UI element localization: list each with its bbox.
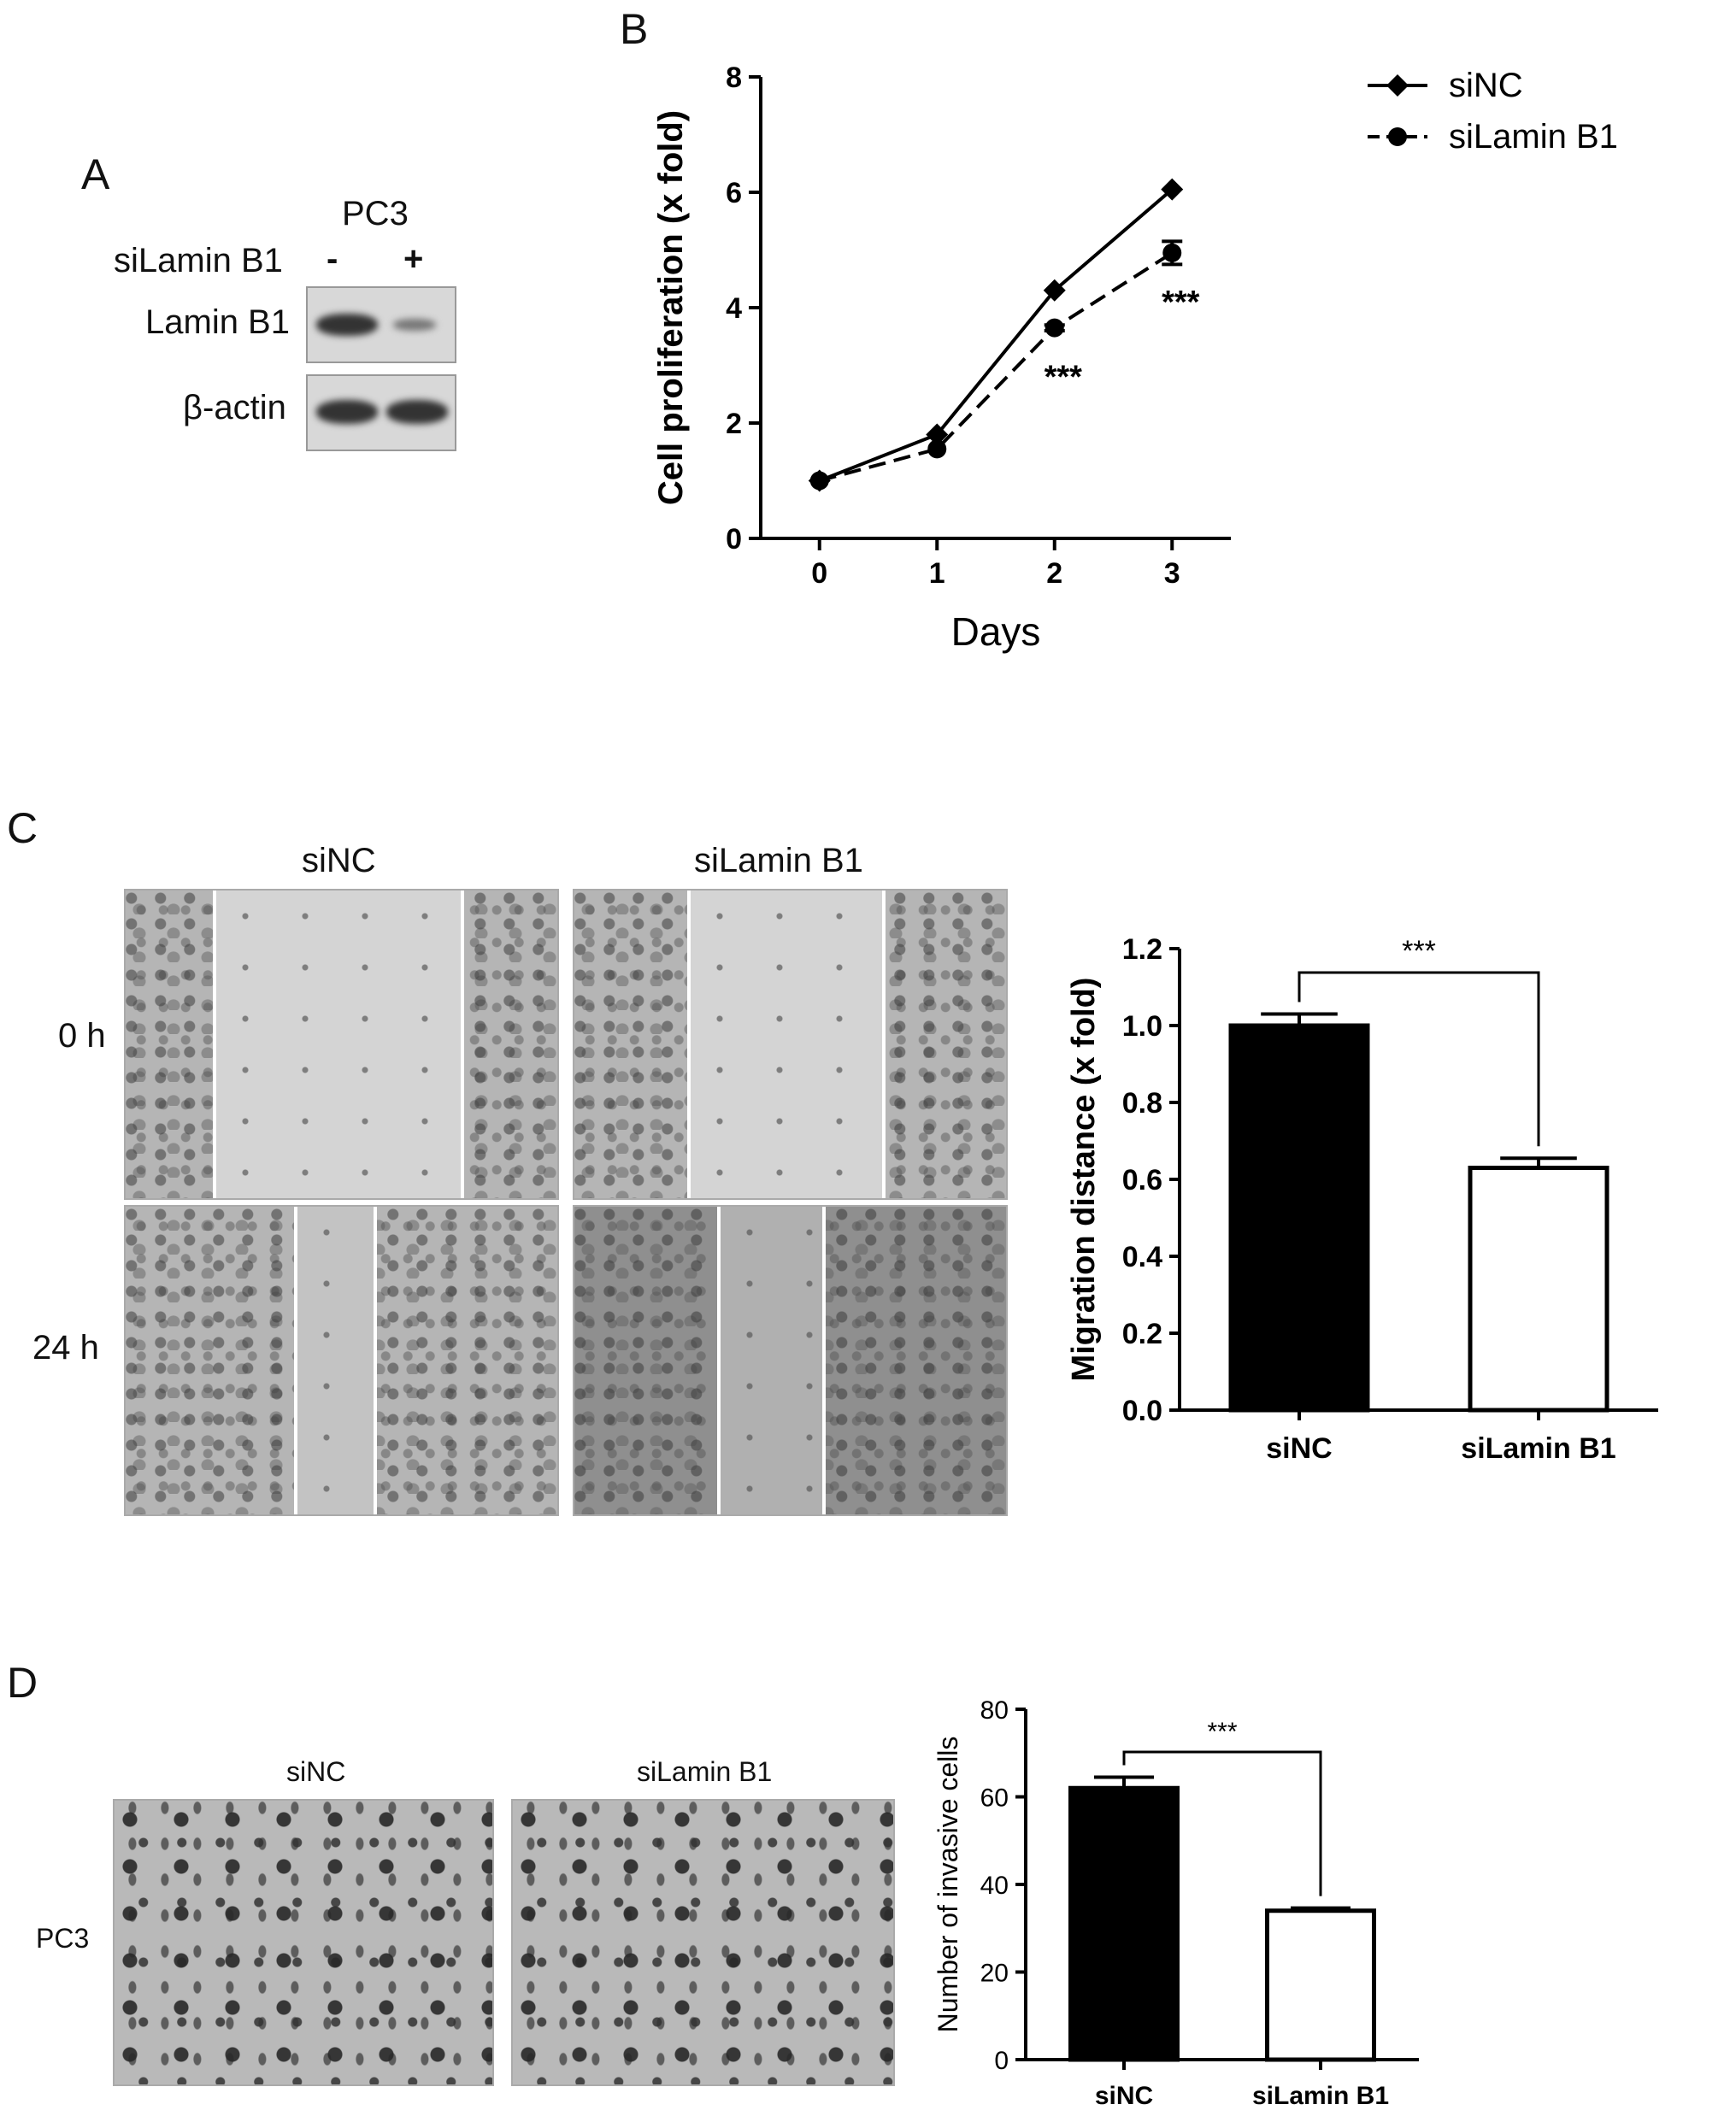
chart-c-svg: 0.0 0.2 0.4 0.6 0.8 1.0 1.2 Migration distance … bbox=[1066, 933, 1658, 1465]
series-line-sinc bbox=[819, 188, 1174, 483]
data-point-circle bbox=[1162, 243, 1182, 262]
wound-row-label-0h: 0 h bbox=[58, 1017, 106, 1055]
blot-minus-sign: - bbox=[327, 240, 338, 278]
blot-row-label-actin: β-actin bbox=[183, 389, 286, 426]
y-tick-label: 8 bbox=[726, 62, 742, 94]
bar-sinc bbox=[1068, 1785, 1180, 2062]
wound-image-silamin-0h bbox=[573, 889, 1008, 1200]
x-tick-label: siNC bbox=[1266, 1432, 1332, 1465]
blot-plus-sign: + bbox=[403, 240, 424, 278]
data-point-circle bbox=[1045, 318, 1064, 338]
significance-bracket bbox=[1122, 1750, 1322, 1896]
y-tick-label: 1.2 bbox=[1122, 933, 1162, 966]
significance-stars: *** bbox=[1207, 1718, 1237, 1746]
x-tick-label: 2 bbox=[1046, 557, 1062, 590]
x-tick-label: siLamin B1 bbox=[1252, 2082, 1389, 2110]
x-tick-label: 1 bbox=[929, 557, 945, 590]
wound-image-silamin-24h bbox=[573, 1205, 1008, 1516]
y-tick-label: 1.0 bbox=[1122, 1010, 1162, 1043]
blot-band bbox=[386, 400, 448, 424]
y-tick-label: 20 bbox=[980, 1959, 1009, 1987]
y-tick-label: 0.4 bbox=[1122, 1241, 1162, 1273]
y-tick-label: 0 bbox=[726, 523, 742, 556]
data-point-circle bbox=[809, 471, 829, 491]
x-tick-label: 0 bbox=[811, 557, 827, 590]
blot-band bbox=[316, 400, 378, 424]
data-point-diamond bbox=[1043, 279, 1066, 302]
legend-marker bbox=[1386, 74, 1409, 97]
y-axis-label: Number of invasive cells bbox=[933, 1737, 963, 2033]
blot-cell-line-label: PC3 bbox=[342, 195, 409, 232]
data-point-diamond bbox=[1161, 178, 1184, 201]
blot-treatment-label: siLamin B1 bbox=[114, 242, 283, 279]
y-axis-label: Migration distance (x fold) bbox=[1066, 978, 1102, 1382]
x-axis-label: Days bbox=[951, 609, 1041, 654]
y-tick-label: 40 bbox=[980, 1872, 1009, 1900]
bar-sinc bbox=[1228, 1023, 1370, 1413]
blot-actin-strip bbox=[306, 374, 456, 451]
x-tick-label: siLamin B1 bbox=[1461, 1432, 1615, 1465]
y-tick-label: 2 bbox=[726, 408, 742, 440]
wound-col-label-silamin: siLamin B1 bbox=[694, 842, 863, 879]
panel-letter-c: C bbox=[7, 804, 38, 852]
wound-row-label-24h: 24 h bbox=[32, 1329, 99, 1367]
wound-image-sinc-24h bbox=[124, 1205, 559, 1516]
chart-d-svg: 0 20 40 60 80 Number of invasive cells siNC siL… bbox=[933, 1696, 1419, 2110]
bar-silamin bbox=[1468, 1166, 1609, 1413]
bar-silamin bbox=[1265, 1908, 1376, 2062]
significance-stars: *** bbox=[1162, 285, 1200, 320]
invasion-col-label-sinc: siNC bbox=[286, 1756, 346, 1787]
invasion-image-silamin bbox=[511, 1799, 895, 2086]
blot-band bbox=[316, 314, 378, 336]
legend-label: siNC bbox=[1449, 67, 1523, 104]
panel-letter-b: B bbox=[620, 5, 649, 53]
data-point-circle bbox=[927, 439, 947, 459]
invasion-image-sinc bbox=[113, 1799, 494, 2086]
significance-stars: *** bbox=[1045, 360, 1083, 396]
x-tick-label: siNC bbox=[1095, 2082, 1153, 2110]
y-axis-label: Cell proliferation (x fold) bbox=[652, 110, 690, 505]
y-tick-label: 0.6 bbox=[1122, 1164, 1162, 1196]
invasion-row-label: PC3 bbox=[36, 1923, 90, 1954]
legend-marker bbox=[1388, 127, 1407, 146]
y-tick-label: 0 bbox=[994, 2047, 1009, 2075]
blot-band bbox=[393, 319, 436, 331]
y-tick-label: 80 bbox=[980, 1696, 1009, 1725]
panel-letter-a: A bbox=[81, 150, 110, 198]
wound-col-label-sinc: siNC bbox=[302, 842, 376, 879]
y-tick-label: 0.0 bbox=[1122, 1395, 1162, 1427]
significance-stars: *** bbox=[1402, 935, 1436, 967]
data-point-diamond bbox=[926, 423, 949, 446]
significance-bracket bbox=[1298, 971, 1540, 1147]
y-tick-label: 4 bbox=[726, 292, 742, 325]
x-tick-label: 3 bbox=[1164, 557, 1180, 590]
chart-b-svg: 0 2 4 6 8 0 1 2 3 Days Cell proliferation (x fold)… bbox=[652, 62, 1618, 654]
invasion-col-label-silamin: siLamin B1 bbox=[637, 1756, 773, 1787]
y-tick-label: 6 bbox=[726, 177, 742, 209]
blot-row-label-lamin: Lamin B1 bbox=[145, 303, 290, 341]
y-tick-label: 0.8 bbox=[1122, 1087, 1162, 1120]
blot-lamin-b1-strip bbox=[306, 286, 456, 363]
panel-letter-d: D bbox=[7, 1659, 38, 1707]
wound-image-sinc-0h bbox=[124, 889, 559, 1200]
series-line-silamin bbox=[819, 251, 1174, 483]
y-tick-label: 60 bbox=[980, 1784, 1009, 1812]
y-tick-label: 0.2 bbox=[1122, 1318, 1162, 1350]
legend-label: siLamin B1 bbox=[1449, 118, 1618, 156]
